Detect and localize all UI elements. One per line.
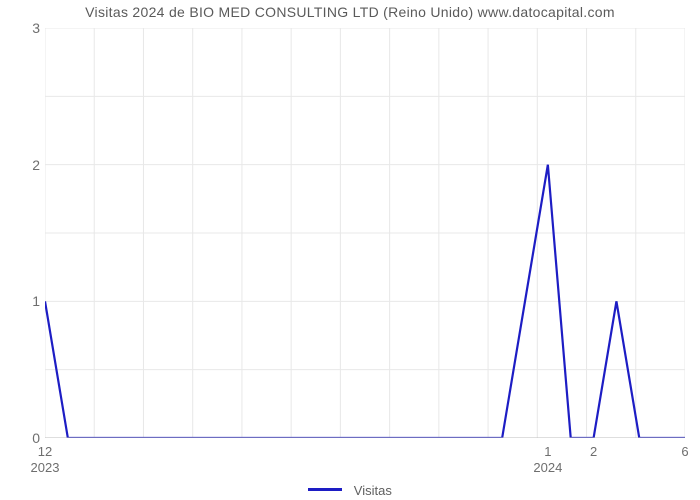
plot-area	[45, 28, 685, 438]
legend-label: Visitas	[354, 483, 392, 498]
legend: Visitas	[0, 483, 700, 498]
y-tick-label: 3	[10, 20, 40, 36]
x-tick-label: 6	[681, 444, 688, 459]
chart-container: { "chart": { "type": "line", "title": "V…	[0, 0, 700, 500]
x-year-label: 2024	[533, 460, 562, 475]
legend-swatch	[308, 488, 342, 491]
x-tick-label: 1	[544, 444, 551, 459]
y-tick-label: 2	[10, 157, 40, 173]
x-tick-label: 12	[38, 444, 52, 459]
x-year-label: 2023	[31, 460, 60, 475]
chart-svg	[45, 28, 685, 438]
y-tick-label: 0	[10, 430, 40, 446]
x-tick-label: 2	[590, 444, 597, 459]
grid-layer	[45, 28, 685, 438]
y-tick-label: 1	[10, 293, 40, 309]
chart-title: Visitas 2024 de BIO MED CONSULTING LTD (…	[0, 4, 700, 20]
